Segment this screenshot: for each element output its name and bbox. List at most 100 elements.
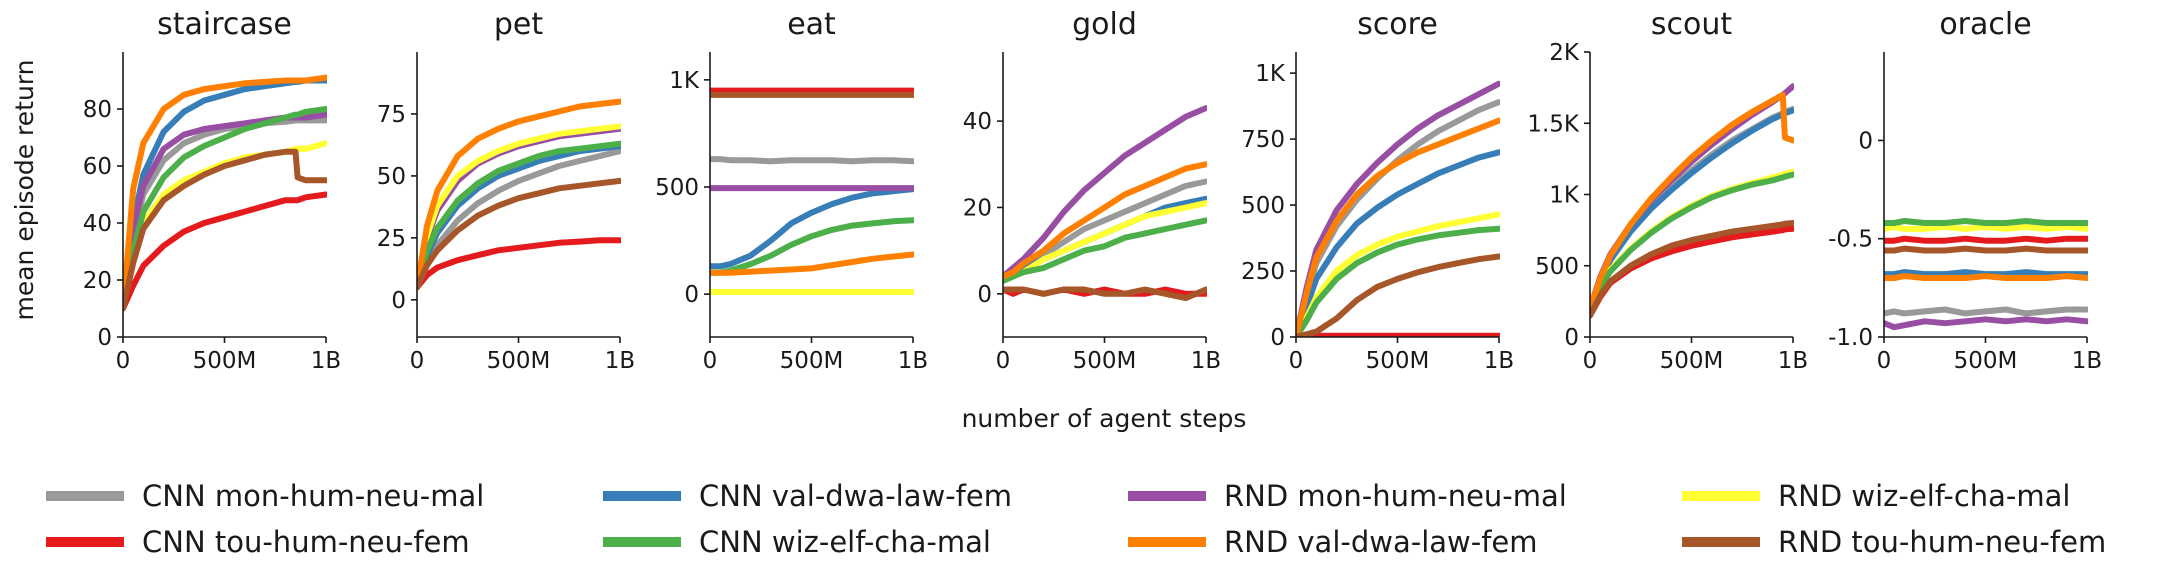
y-tick-label: 40 — [83, 211, 112, 237]
y-tick-label: 750 — [1241, 127, 1285, 153]
y-tick-label: 1.5K — [1527, 111, 1580, 137]
series-line-rnd_wecm — [417, 123, 621, 291]
y-tick-label: 20 — [83, 268, 112, 294]
legend-label: RND tou-hum-neu-fem — [1778, 525, 2106, 559]
x-axis-label: number of agent steps — [962, 404, 1247, 433]
x-tick-label: 500M — [193, 348, 257, 374]
y-tick-label: 75 — [377, 102, 406, 128]
series-line-cnn_thnf — [417, 237, 621, 291]
chart-title: gold — [1072, 7, 1137, 42]
series-line-rnd_thnf — [417, 177, 621, 291]
legend-label: RND val-dwa-law-fem — [1224, 525, 1538, 559]
series-line-cnn_wecm — [123, 106, 327, 312]
y-tick-label: 0 — [97, 325, 112, 351]
y-axis-label: mean episode return — [10, 60, 39, 321]
legend-item-cnn_thnf: CNN tou-hum-neu-fem — [46, 525, 470, 559]
series-line-cnn_wecm — [1590, 171, 1794, 312]
series-line-rnd_mhnm — [1296, 80, 1500, 337]
chart-title: staircase — [157, 7, 292, 42]
series-group — [123, 74, 327, 312]
chart-panel-scout: scout 0 500 1K 1.5K 2K 0 500M 1B — [1527, 7, 1808, 374]
series-line-cnn_wecm — [417, 140, 621, 291]
y-tick-label: 20 — [963, 195, 992, 221]
series-line-cnn_thnf — [1884, 235, 2088, 244]
y-tick-label: 0 — [977, 282, 992, 308]
series-line-cnn_thnf — [123, 191, 327, 312]
y-tick-label: 80 — [83, 97, 112, 123]
x-tick-label: 1B — [2072, 348, 2102, 374]
series-line-cnn_wecm — [1003, 217, 1207, 284]
series-line-rnd_vdlf — [123, 74, 327, 312]
y-tick-label: 0 — [684, 282, 699, 308]
y-tick-label: 1K — [1255, 61, 1286, 87]
x-tick-label: 1B — [1778, 348, 1808, 374]
chart-panel-oracle: oracle -1.0 -0.5 0 0 500M 1B — [1828, 7, 2102, 374]
legend-item-rnd_thnf: RND tou-hum-neu-fem — [1682, 525, 2106, 559]
series-line-cnn_thnf — [1296, 332, 1500, 337]
series-line-rnd_mhnm — [1884, 316, 2088, 331]
series-line-rnd_vdlf — [710, 251, 914, 276]
x-tick-label: 0 — [116, 348, 131, 374]
y-tick-label: 0 — [1270, 325, 1285, 351]
legend-item-cnn_wecm: CNN wiz-elf-cha-mal — [603, 525, 991, 559]
x-tick-label: 500M — [1073, 348, 1137, 374]
series-line-cnn_wecm — [1296, 225, 1500, 337]
y-tick-label: 0 — [1858, 128, 1873, 154]
y-tick-label: 500 — [1535, 254, 1579, 280]
series-line-cnn_vdlf — [1884, 269, 2088, 278]
y-tick-label: 250 — [1241, 259, 1285, 285]
y-tick-label: 50 — [377, 164, 406, 190]
legend-label: RND mon-hum-neu-mal — [1224, 479, 1567, 513]
y-tick-label: 1K — [669, 68, 700, 94]
y-tick-label: 2K — [1549, 40, 1580, 66]
legend-label: CNN tou-hum-neu-fem — [142, 525, 470, 559]
x-tick-label: 1B — [898, 348, 928, 374]
series-line-rnd_vdlf — [417, 98, 621, 291]
chart-panel-staircase: staircase 0 20 40 60 80 0 500M 1B — [83, 7, 341, 374]
series-line-rnd_wecm — [1884, 223, 2088, 232]
legend-item-rnd_wecm: RND wiz-elf-cha-mal — [1682, 479, 2070, 513]
x-tick-label: 1B — [1191, 348, 1221, 374]
legend-item-cnn_mhnm: CNN mon-hum-neu-mal — [46, 479, 484, 513]
x-tick-label: 0 — [1877, 348, 1892, 374]
chart-title: pet — [494, 7, 544, 42]
series-line-rnd_vdlf — [1884, 273, 2088, 281]
x-tick-label: 500M — [1366, 348, 1430, 374]
legend-label: CNN val-dwa-law-fem — [699, 479, 1012, 513]
x-tick-label: 1B — [605, 348, 635, 374]
y-tick-label: 0 — [1564, 325, 1579, 351]
series-line-rnd_thnf — [1296, 253, 1500, 337]
chart-panel-score: score 0 250 500 750 1K 0 500M 1B — [1241, 7, 1514, 374]
legend-label: CNN mon-hum-neu-mal — [142, 479, 484, 513]
series-group — [710, 87, 914, 295]
legend-item-rnd_mhnm: RND mon-hum-neu-mal — [1128, 479, 1567, 513]
series-line-rnd_thnf — [123, 148, 327, 312]
series-line-rnd_thnf — [1003, 286, 1207, 302]
y-tick-label: -0.5 — [1828, 227, 1873, 253]
series-line-rnd_mhnm — [1003, 105, 1207, 280]
x-tick-label: 0 — [1583, 348, 1598, 374]
series-group — [1296, 80, 1500, 337]
legend-item-cnn_vdlf: CNN val-dwa-law-fem — [603, 479, 1012, 513]
x-tick-label: 0 — [1289, 348, 1304, 374]
y-tick-label: 0 — [391, 288, 406, 314]
y-tick-label: 500 — [1241, 193, 1285, 219]
chart-title: eat — [787, 7, 836, 42]
series-group — [1590, 83, 1794, 319]
legend-item-rnd_vdlf: RND val-dwa-law-fem — [1128, 525, 1538, 559]
y-tick-label: 1K — [1549, 183, 1580, 209]
series-line-cnn_mhnm — [1884, 306, 2088, 317]
y-tick-label: -1.0 — [1828, 325, 1873, 351]
series-line-cnn_mhnm — [710, 156, 914, 165]
y-tick-label: 25 — [377, 226, 406, 252]
series-line-rnd_vdlf — [1003, 161, 1207, 280]
chart-panel-pet: pet 0 25 50 75 0 500M 1B — [377, 7, 635, 374]
series-group — [1884, 218, 2088, 331]
y-tick-label: 500 — [655, 175, 699, 201]
chart-title: score — [1357, 7, 1438, 42]
series-line-cnn_wecm — [710, 217, 914, 276]
x-tick-label: 500M — [1954, 348, 2018, 374]
legend-label: CNN wiz-elf-cha-mal — [699, 525, 991, 559]
